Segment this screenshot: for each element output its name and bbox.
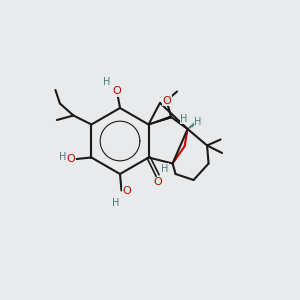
Text: O: O [67, 154, 75, 164]
Text: O: O [162, 95, 171, 106]
Text: H: H [161, 164, 169, 174]
Text: H: H [194, 116, 202, 127]
Text: H: H [59, 152, 67, 163]
Text: H: H [112, 198, 119, 208]
Text: O: O [122, 185, 131, 196]
Text: H: H [103, 77, 111, 87]
Text: H: H [180, 113, 188, 124]
Text: O: O [153, 177, 162, 187]
Polygon shape [148, 116, 171, 124]
Text: O: O [112, 86, 122, 97]
